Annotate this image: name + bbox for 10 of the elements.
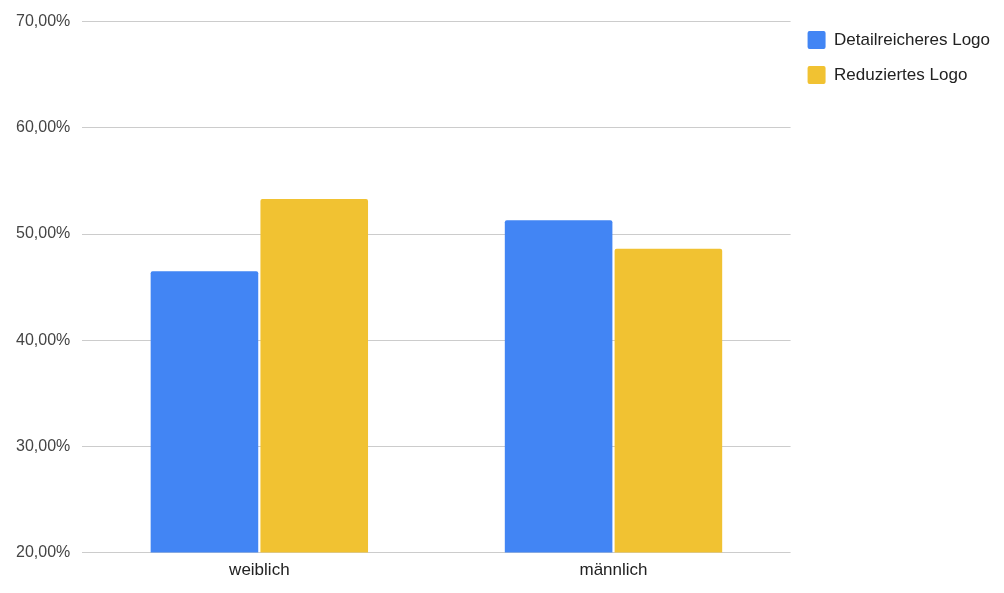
y-tick-label: 40,00% <box>16 330 71 348</box>
legend-label: Detailreicheres Logo <box>834 29 990 49</box>
y-tick-label: 30,00% <box>16 436 71 454</box>
x-tick-label: männlich <box>579 560 648 580</box>
x-tick-label: weiblich <box>228 560 290 580</box>
y-tick-label: 60,00% <box>16 118 71 136</box>
y-tick-label: 50,00% <box>16 224 71 242</box>
legend-label: Reduziertes Logo <box>834 64 968 84</box>
y-tick-label: 20,00% <box>16 543 71 561</box>
y-tick-label: 70,00% <box>16 12 71 30</box>
